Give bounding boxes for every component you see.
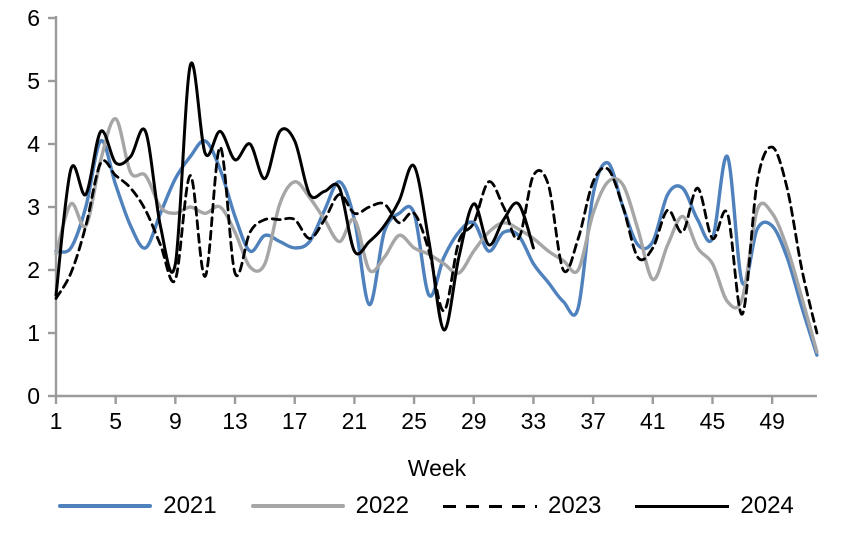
legend-line-sample-2023	[443, 504, 537, 508]
legend-line-sample-2021	[58, 504, 153, 508]
y-tick-label: 5	[27, 68, 40, 94]
series-line-2021	[54, 139, 819, 357]
x-tick-label: 25	[401, 408, 427, 434]
legend-item-2023: 2023	[443, 492, 601, 520]
legend-line-sample-2022	[250, 504, 345, 508]
y-tick-label: 4	[27, 131, 40, 157]
legend-line-sample-2024	[635, 504, 730, 508]
x-tick-label: 1	[50, 408, 63, 434]
x-tick-label: 45	[700, 408, 726, 434]
x-tick-label: 13	[222, 408, 248, 434]
chart-legend: 2021 2022 2023 2024	[0, 492, 852, 520]
x-tick-label: 9	[169, 408, 182, 434]
y-tick-label: 1	[27, 320, 40, 346]
x-tick-label: 21	[342, 408, 368, 434]
legend-label-2021: 2021	[163, 492, 217, 519]
y-tick-label: 3	[27, 194, 40, 220]
legend-item-2024: 2024	[635, 492, 794, 520]
x-tick-label: 29	[461, 408, 487, 434]
series-line-2024	[54, 61, 535, 332]
x-tick-label: 17	[282, 408, 308, 434]
x-tick-label: 5	[109, 408, 122, 434]
legend-item-2022: 2022	[250, 492, 409, 520]
y-tick-label: 0	[27, 383, 40, 409]
legend-label-2024: 2024	[740, 492, 794, 519]
legend-label-2023: 2023	[548, 492, 602, 519]
y-tick-label: 6	[27, 5, 40, 31]
x-tick-label: 49	[759, 408, 785, 434]
series-line-2022	[54, 117, 819, 354]
x-tick-label: 37	[580, 408, 606, 434]
y-tick-label: 2	[27, 257, 40, 283]
legend-label-2022: 2022	[355, 492, 409, 519]
x-tick-label: 41	[640, 408, 666, 434]
x-axis-title: Week	[407, 455, 467, 481]
x-tick-label: 33	[521, 408, 547, 434]
legend-item-2021: 2021	[58, 492, 217, 520]
